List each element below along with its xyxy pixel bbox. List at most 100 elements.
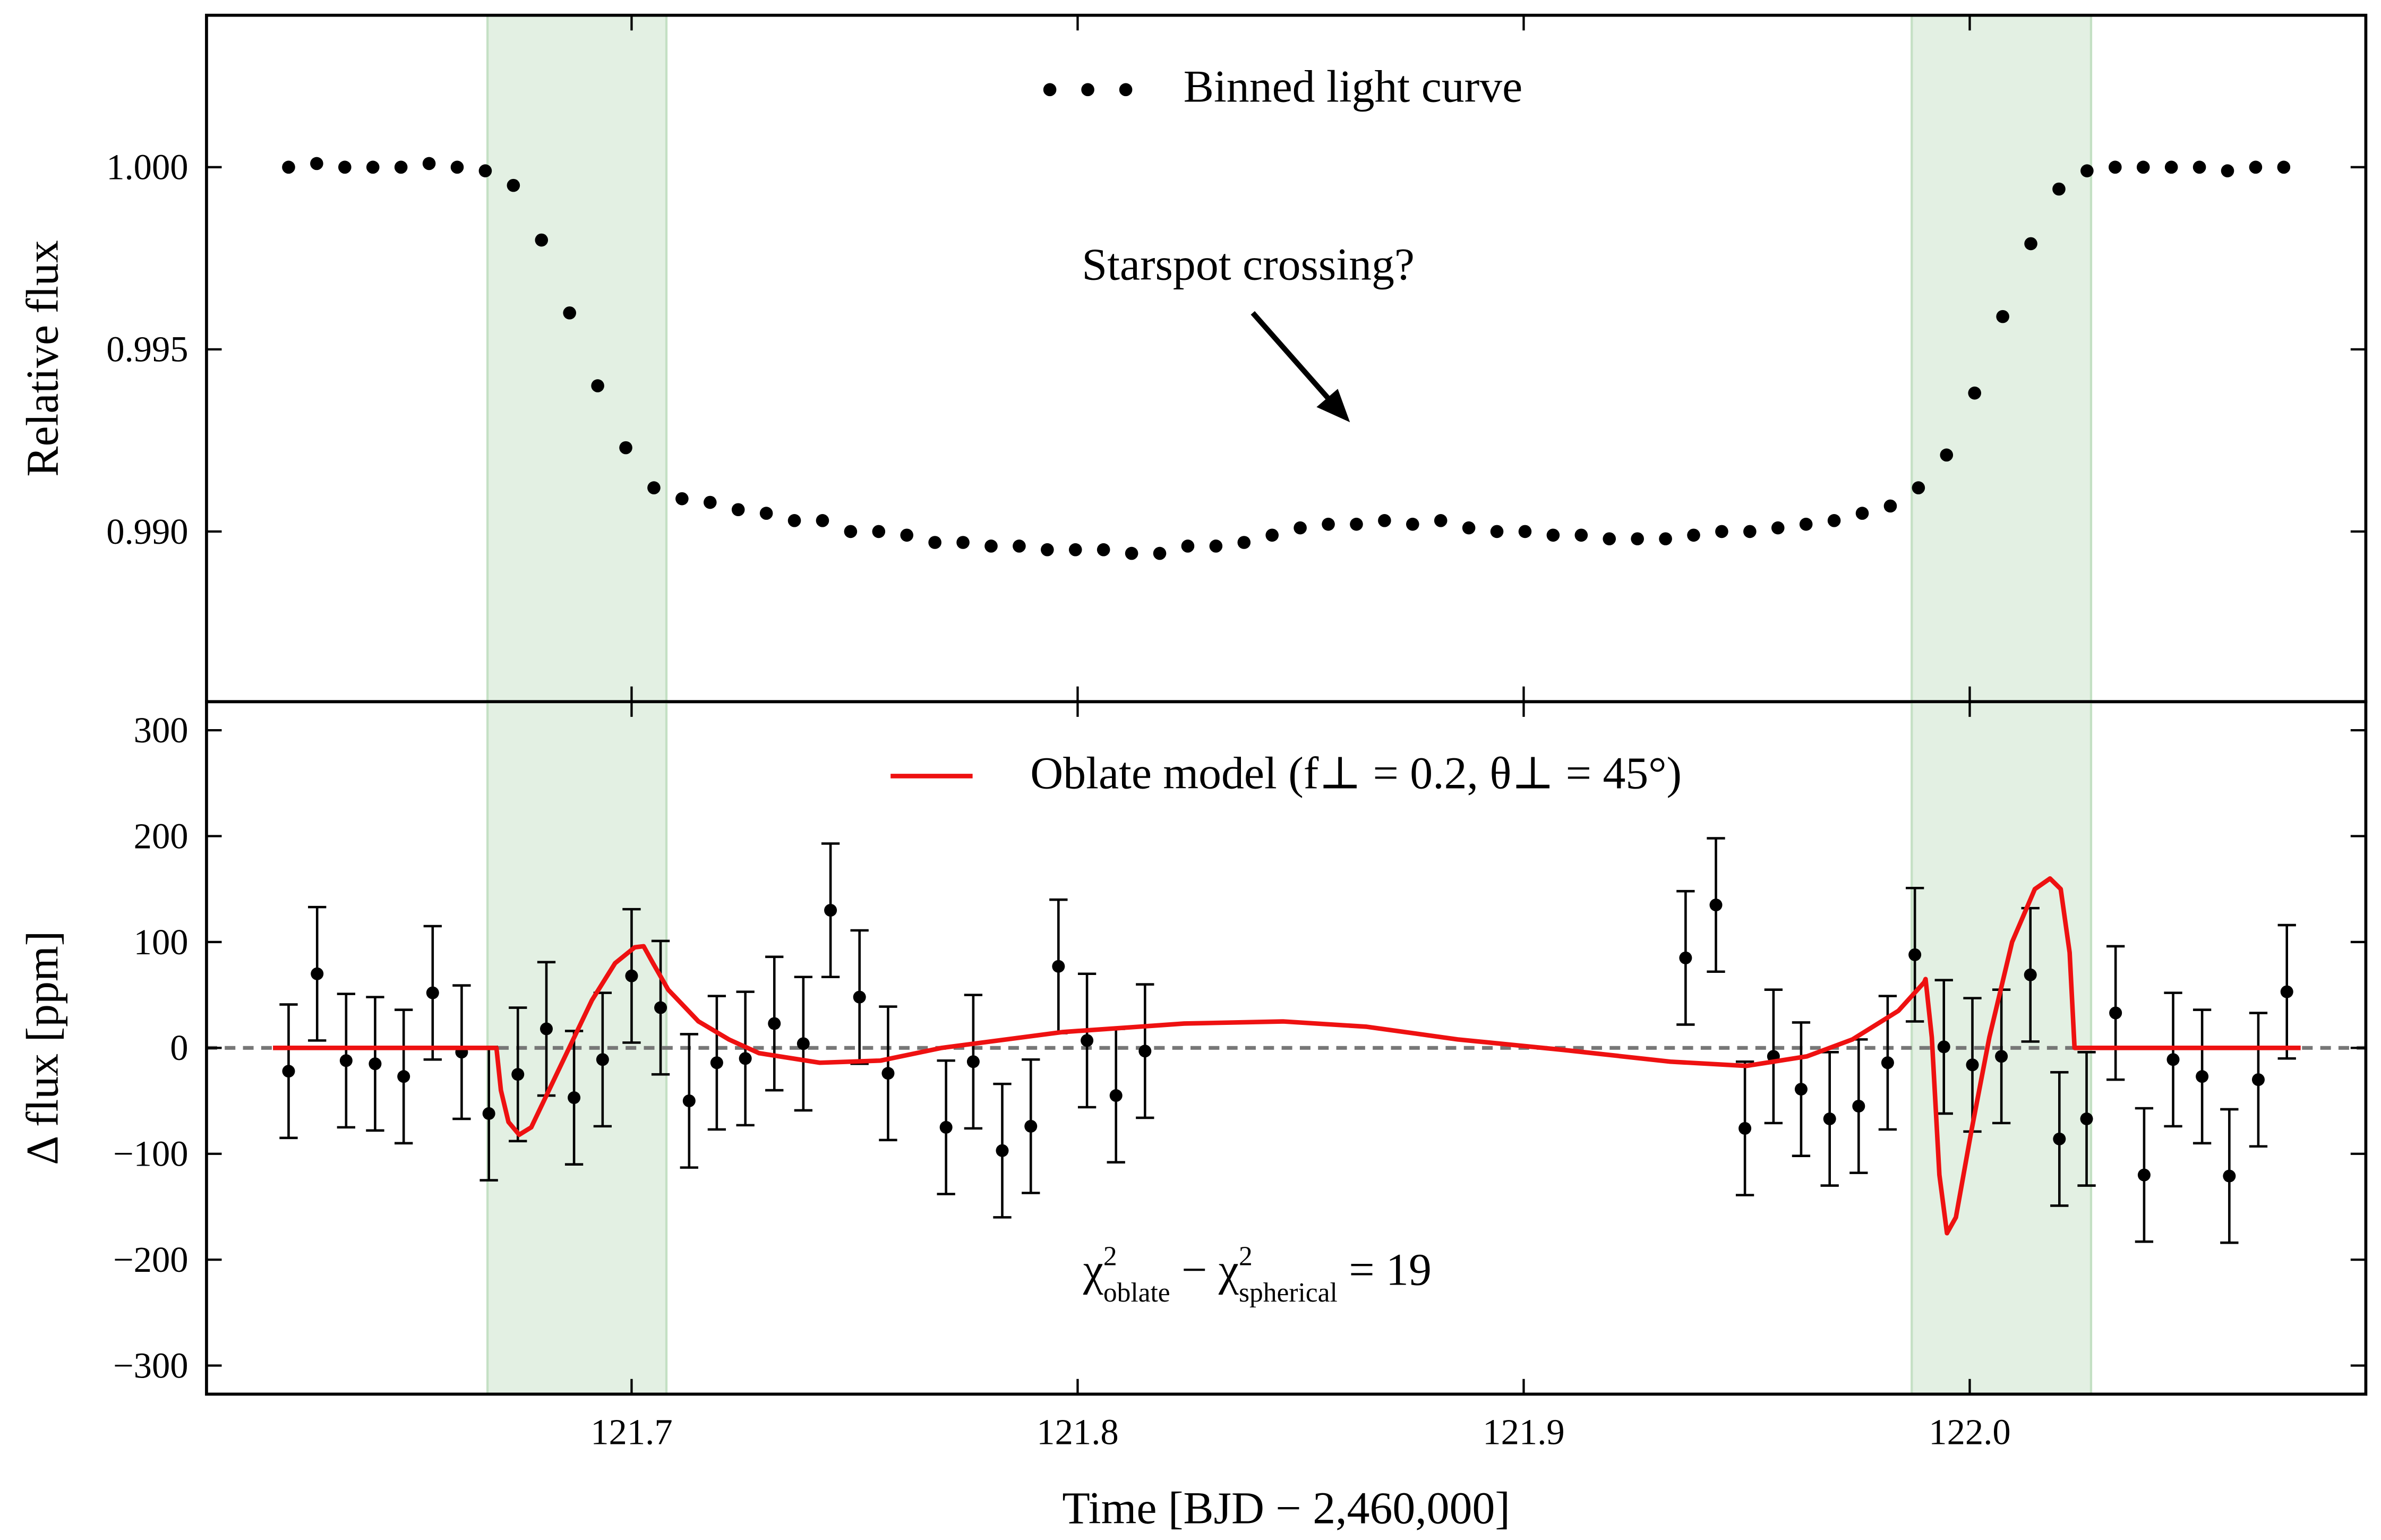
annotation: χ2 oblate − χ2 spherical = 19 [1083,1241,1432,1308]
annotation-part: = 19 [1338,1244,1432,1295]
arrow-head [1316,389,1350,423]
data-point [1097,543,1110,557]
data-point [675,492,689,506]
data-point [310,157,323,170]
data-point [1715,525,1728,538]
data-point [2192,160,2206,174]
data-point [1052,960,1065,973]
data-point [768,1017,781,1030]
data-point [731,503,745,517]
data-point [338,160,352,174]
data-point [2137,1168,2151,1182]
data-point [1631,532,1644,545]
data-point [1462,521,1476,535]
data-point [535,233,549,247]
data-point [1024,1119,1038,1133]
data-point [1181,540,1195,553]
data-point [1995,1050,2008,1063]
data-point [2053,1132,2066,1145]
data-point [1659,532,1672,545]
data-point [956,536,970,549]
legend-label: Oblate model (f⊥ = 0.2, θ⊥ = 45°) [1030,748,1682,798]
data-point [422,157,436,170]
axes-frame [205,700,2368,1396]
data-point [1434,514,1448,527]
data-point [568,1091,581,1105]
data-point [2166,1053,2180,1066]
data-point [796,1037,810,1050]
data-point [2052,182,2066,196]
data-point [739,1052,752,1065]
data-point [450,160,464,174]
data-point [1574,528,1588,542]
data-point [1908,948,1922,961]
data-point [984,540,998,553]
data-point [2024,968,2037,981]
annotation-part: 2 [1239,1241,1253,1271]
data-point [939,1120,953,1134]
data-point [703,495,717,509]
data-point [539,1022,553,1036]
data-point [1771,521,1785,535]
annotation-part: oblate [1103,1278,1170,1308]
y-tick-label: 200 [134,816,189,856]
data-point [1153,546,1167,560]
data-point [1322,517,1335,531]
legend-swatch [1043,83,1057,97]
data-point [1883,499,1897,513]
data-point [2164,160,2178,174]
data-point [1966,1058,1979,1072]
annotation-part: spherical [1239,1278,1338,1308]
data-point [787,514,801,527]
data-point [1738,1122,1752,1135]
data-point [647,481,661,494]
y-tick-label: 0.990 [106,511,188,552]
data-point [2080,164,2094,177]
data-point [2221,164,2234,177]
data-point [1109,1089,1123,1102]
legend-label: Binned light curve [1184,62,1522,112]
data-point [928,536,941,549]
data-point [1406,517,1419,531]
data-point [1081,1034,1094,1047]
data-point [1350,517,1363,531]
data-point [1546,528,1560,542]
shaded-region [1911,14,2093,703]
data-point [654,1001,667,1014]
data-point [1068,543,1082,557]
data-point [563,306,576,320]
data-point [507,178,520,192]
data-point [1679,951,1692,964]
data-point [366,160,380,174]
data-point [1125,546,1138,560]
y-tick-label: 100 [134,922,189,962]
data-point [1968,386,1982,400]
data-point [1138,1045,1152,1058]
data-point [966,1055,980,1068]
plot-layer: 0.990 0.995 1.000 Relative flux Binned light… [18,13,2368,1533]
legend-swatch [1081,83,1094,97]
y-tick-label: 300 [134,710,189,750]
data-point [1912,481,1925,494]
data-point [1294,521,1307,535]
data-point [591,379,604,392]
data-point [478,164,492,177]
data-point [311,967,324,980]
data-point [759,507,773,520]
data-point [2080,1112,2093,1125]
legend-swatch [1119,83,1133,97]
data-point [1937,1040,1950,1054]
data-point [339,1054,353,1067]
data-point [1687,528,1700,542]
data-point [710,1056,723,1070]
y-axis-label: Δ flux [ppm] [18,931,68,1165]
annotation: Starspot crossing? [1082,239,1415,289]
data-point [482,1107,495,1120]
x-tick-label: 122.0 [1929,1412,2010,1452]
x-tick-label: 121.8 [1037,1412,1118,1452]
annotation-part: − χ [1170,1244,1239,1295]
data-point [2223,1169,2236,1183]
model-line [273,876,2301,1236]
